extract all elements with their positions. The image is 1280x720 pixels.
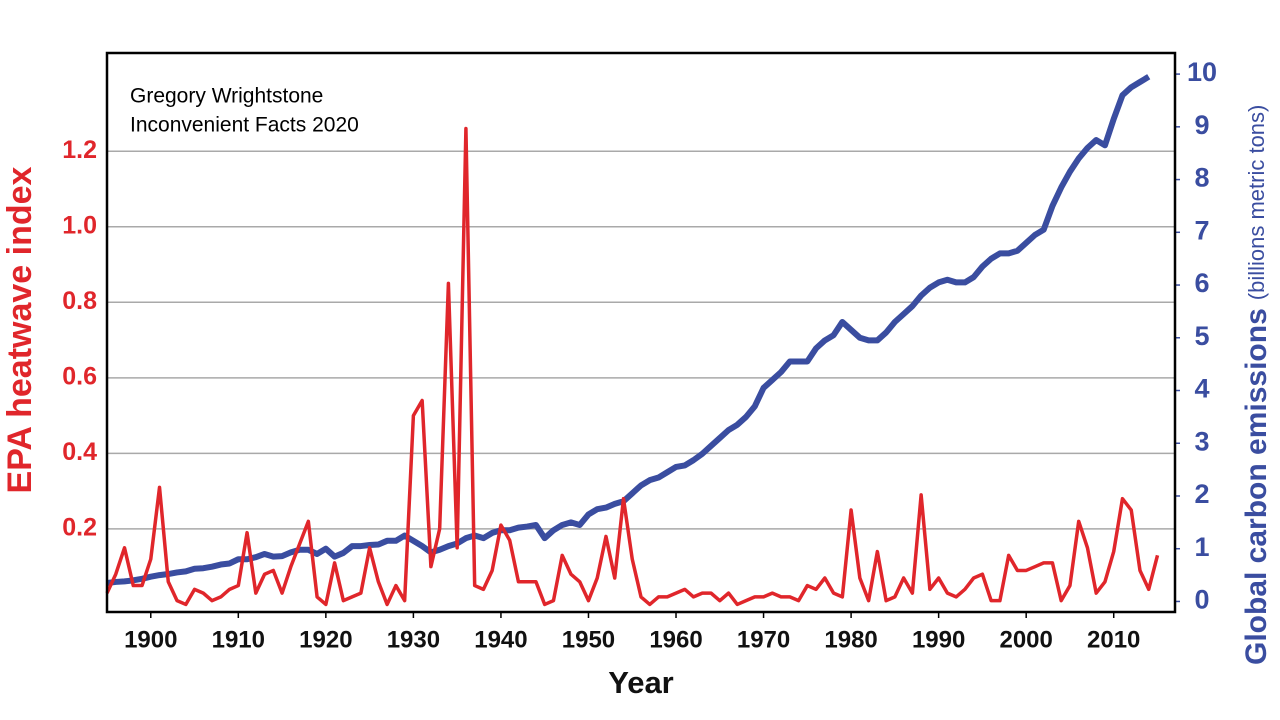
- y-tick-label: 0.6: [62, 362, 97, 390]
- y-tick-label: 0.2: [62, 514, 97, 542]
- y-tick-label: 0.4: [62, 438, 97, 466]
- y2-tick-label: 4: [1194, 374, 1209, 404]
- y2-tick-label: 9: [1194, 110, 1209, 140]
- y2-tick-label: 10: [1187, 57, 1217, 87]
- x-tick-label: 1960: [649, 626, 702, 653]
- plot-border: [105, 51, 1177, 614]
- x-tick-label: 2000: [999, 626, 1052, 653]
- x-tick-label: 1990: [912, 626, 965, 653]
- x-axis-label: Year: [608, 665, 674, 700]
- x-tick-label: 1900: [124, 626, 177, 653]
- y2-tick-label: 6: [1194, 268, 1209, 298]
- y2-tick-label: 5: [1194, 321, 1209, 351]
- x-tick-label: 1980: [824, 626, 877, 653]
- x-tick-label: 1920: [299, 626, 352, 653]
- y2-tick-label: 3: [1194, 426, 1209, 456]
- y2-tick-label: 1: [1194, 532, 1209, 562]
- y2-tick-label: 2: [1194, 479, 1209, 509]
- y-axis-label: EPA heatwave index: [1, 166, 39, 493]
- series-line: [106, 74, 1151, 586]
- annotation: Inconvenient Facts 2020: [130, 114, 359, 137]
- x-tick-label: 1970: [737, 626, 790, 653]
- annotation: Gregory Wrightstone: [130, 85, 323, 108]
- y2-tick-label: 0: [1194, 585, 1209, 615]
- x-tick-label: 2010: [1087, 626, 1140, 653]
- x-tick-label: 1950: [562, 626, 615, 653]
- y-tick-label: 0.8: [62, 287, 97, 315]
- y2-axis-label-main: Global carbon emissions: [1240, 308, 1273, 665]
- series-line: [105, 126, 1160, 607]
- y2-axis-label-unit: (billions metric tons): [1244, 105, 1269, 301]
- y2-tick-label: 7: [1194, 215, 1209, 245]
- x-tick-label: 1930: [387, 626, 440, 653]
- y2-axis-label: Global carbon emissions (billions metric …: [1240, 105, 1273, 665]
- y2-tick-label: 8: [1194, 163, 1209, 193]
- x-tick-label: 1910: [212, 626, 265, 653]
- x-tick-label: 1940: [474, 626, 527, 653]
- plot-area: [107, 53, 1175, 612]
- y-tick-label: 1.0: [62, 211, 97, 239]
- y-tick-label: 1.2: [62, 136, 97, 164]
